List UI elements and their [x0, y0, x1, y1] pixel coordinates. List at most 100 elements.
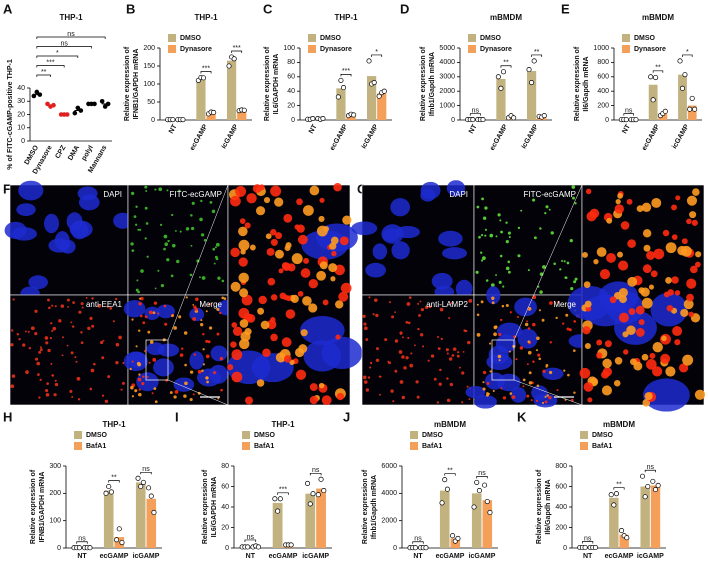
- zoom-box: [491, 339, 515, 381]
- data-point: [471, 504, 477, 510]
- data-point: [677, 58, 683, 64]
- bar: [237, 110, 247, 120]
- puncta: [100, 341, 103, 344]
- puncta: [522, 385, 524, 387]
- puncta: [507, 261, 510, 264]
- legend-swatch: [74, 431, 82, 439]
- data-point: [689, 95, 695, 101]
- legend-label: DMSO: [320, 35, 342, 42]
- bar: [650, 485, 661, 548]
- data-point: [226, 63, 232, 69]
- significance-label: ***: [46, 59, 54, 66]
- puncta: [425, 306, 428, 309]
- data-point: [376, 93, 382, 99]
- puncta: [275, 232, 282, 239]
- significance-bracket: [231, 50, 243, 53]
- nucleus: [420, 189, 435, 202]
- puncta: [341, 283, 352, 294]
- puncta: [419, 300, 421, 302]
- chart-title: THP-1: [102, 420, 126, 429]
- puncta: [12, 298, 14, 300]
- image-label: DAPI: [103, 190, 122, 199]
- puncta: [545, 401, 548, 404]
- puncta: [167, 240, 169, 242]
- puncta: [86, 297, 88, 299]
- x-tick-label: icGAMP: [221, 123, 241, 150]
- significance-bracket: [76, 541, 88, 544]
- puncta: [131, 192, 134, 195]
- puncta: [557, 301, 559, 303]
- nucleus: [174, 377, 195, 391]
- data-point: [340, 85, 347, 91]
- puncta: [615, 357, 623, 365]
- puncta: [365, 338, 368, 341]
- puncta: [532, 360, 534, 362]
- data-point: [371, 80, 377, 86]
- puncta: [459, 367, 461, 369]
- puncta: [72, 325, 74, 327]
- puncta: [689, 211, 696, 218]
- nucleus: [300, 316, 345, 345]
- puncta: [417, 396, 420, 399]
- bar: [496, 78, 506, 120]
- puncta: [463, 329, 466, 332]
- puncta: [212, 248, 215, 251]
- puncta: [206, 310, 208, 312]
- y-tick-label: 60: [221, 483, 229, 490]
- puncta: [97, 304, 101, 308]
- bar: [377, 93, 387, 120]
- puncta: [146, 222, 149, 225]
- puncta: [520, 210, 522, 212]
- bar: [439, 490, 450, 548]
- data-point: [450, 533, 456, 539]
- puncta: [688, 312, 694, 318]
- puncta: [407, 302, 411, 306]
- x-tick-label: DMA: [67, 144, 81, 161]
- puncta: [666, 242, 677, 253]
- puncta: [298, 291, 304, 297]
- significance-label: ns: [414, 536, 422, 543]
- puncta: [319, 383, 325, 389]
- bar: [305, 493, 316, 548]
- puncta: [131, 318, 133, 320]
- data-point: [482, 482, 488, 488]
- puncta: [45, 336, 49, 340]
- puncta: [553, 262, 556, 265]
- image-label: Merge: [553, 300, 576, 309]
- nucleus: [18, 181, 43, 201]
- nucleus: [16, 203, 35, 216]
- data-point: [487, 509, 493, 516]
- puncta: [286, 295, 292, 301]
- puncta: [500, 231, 503, 234]
- puncta: [639, 319, 645, 325]
- puncta: [672, 326, 682, 336]
- puncta: [600, 269, 610, 279]
- nucleus: [157, 304, 175, 318]
- y-tick-label: 800: [597, 59, 609, 66]
- puncta: [153, 311, 156, 314]
- panel-letter: D: [400, 1, 409, 16]
- legend-swatch: [580, 431, 588, 439]
- puncta: [534, 236, 537, 239]
- puncta: [686, 294, 694, 302]
- puncta: [206, 381, 209, 384]
- puncta: [319, 198, 324, 203]
- data-point: [648, 74, 654, 80]
- puncta: [506, 267, 510, 271]
- y-tick-label: 50: [147, 99, 155, 106]
- data-point: [662, 108, 668, 114]
- puncta: [130, 368, 132, 370]
- significance-bracket: [36, 55, 79, 58]
- puncta: [680, 309, 688, 317]
- puncta: [212, 210, 215, 213]
- puncta: [78, 398, 80, 400]
- puncta: [286, 309, 296, 319]
- data-point: [148, 493, 154, 499]
- puncta: [509, 236, 511, 238]
- puncta: [11, 329, 13, 331]
- puncta: [542, 319, 545, 322]
- chart-title: mBMDM: [490, 13, 522, 22]
- puncta: [402, 336, 404, 338]
- puncta: [240, 249, 245, 254]
